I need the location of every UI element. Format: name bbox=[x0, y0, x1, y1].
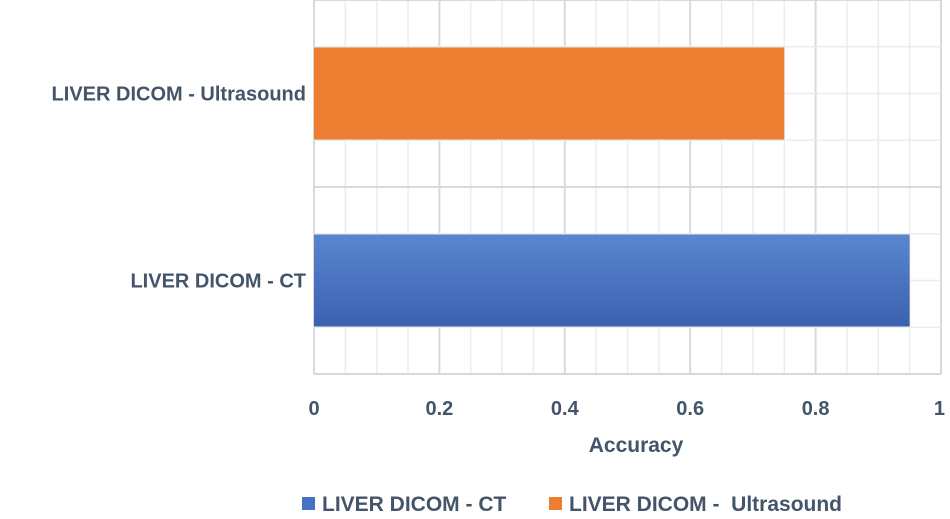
bar-ultrasound bbox=[314, 47, 785, 140]
legend-swatch bbox=[302, 497, 315, 510]
legend-swatch bbox=[549, 497, 562, 510]
x-tick-label: 0.2 bbox=[425, 398, 453, 420]
x-tick-label: 0.8 bbox=[802, 398, 830, 420]
bar-ct bbox=[314, 234, 910, 327]
category-label: LIVER DICOM - CT bbox=[130, 271, 306, 293]
category-labels: LIVER DICOM - CT LIVER DICOM - Ultrasound bbox=[52, 84, 306, 293]
x-axis-title: Accuracy bbox=[589, 434, 684, 457]
legend: LIVER DICOM - CT LIVER DICOM - Ultrasound bbox=[302, 493, 842, 516]
x-tick-label: 0 bbox=[308, 398, 319, 420]
legend-label: LIVER DICOM - CT bbox=[322, 493, 506, 516]
x-tick-label: 0.4 bbox=[551, 398, 580, 420]
bars-group bbox=[314, 47, 910, 327]
legend-label: LIVER DICOM - Ultrasound bbox=[569, 493, 842, 516]
x-tick-label: 1 bbox=[934, 398, 945, 420]
x-tick-label: 0.6 bbox=[676, 398, 704, 420]
x-tick-labels: 0 0.2 0.4 0.6 0.8 1 bbox=[308, 398, 945, 420]
category-label: LIVER DICOM - Ultrasound bbox=[52, 84, 306, 106]
